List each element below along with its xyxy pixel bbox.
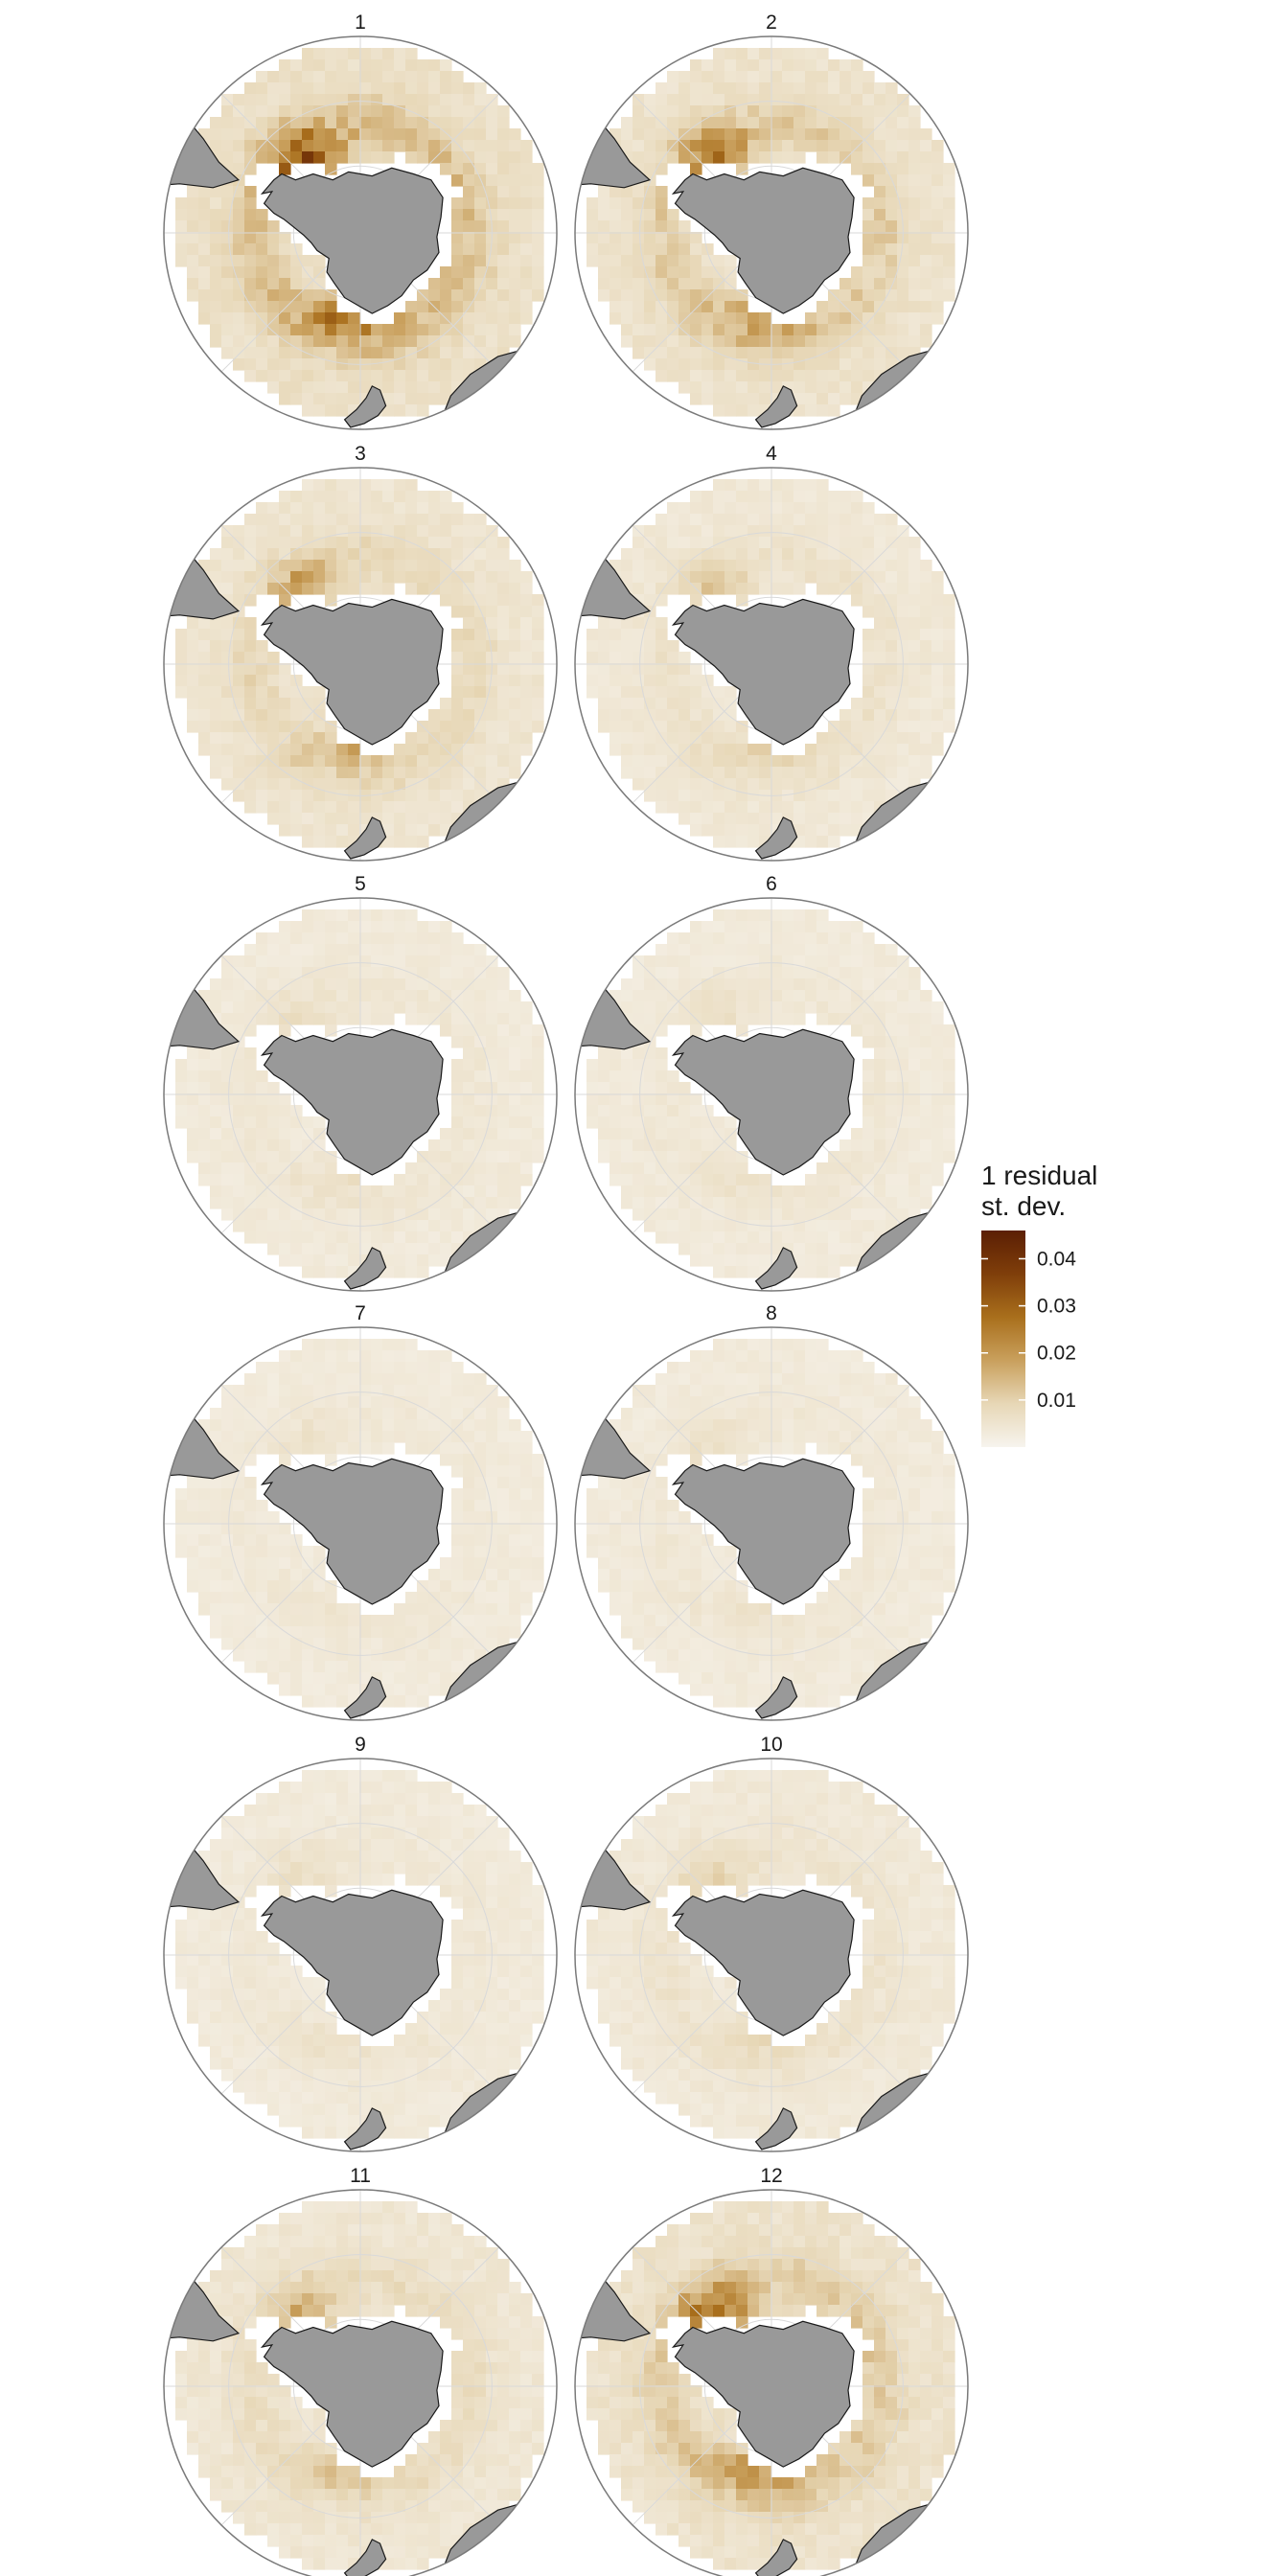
antarctica-landmass bbox=[260, 1889, 444, 2036]
antarctica-landmass bbox=[671, 1458, 855, 1605]
new-zealand-landmass bbox=[754, 1676, 798, 1719]
panel-title: 3 bbox=[355, 443, 366, 465]
map-panel: 5 bbox=[163, 873, 558, 1292]
map-frame bbox=[574, 897, 969, 1292]
map-frame bbox=[163, 897, 558, 1292]
legend-tick-label: 0.03 bbox=[1037, 1296, 1076, 1318]
new-zealand-landmass bbox=[343, 2107, 387, 2150]
map-panel: 3 bbox=[163, 443, 558, 862]
new-zealand-landmass bbox=[754, 2107, 798, 2150]
antarctica-landmass bbox=[260, 167, 444, 314]
map-panel: 11 bbox=[163, 2165, 558, 2576]
residual-cells bbox=[586, 909, 955, 1278]
new-zealand-landmass bbox=[754, 2539, 798, 2576]
africa-landmass bbox=[418, 1327, 499, 1345]
map-frame bbox=[574, 1758, 969, 2152]
antarctica-landmass bbox=[671, 1889, 855, 2036]
residual-cells bbox=[175, 1770, 544, 2139]
antarctica-landmass bbox=[671, 2320, 855, 2468]
panel-title: 7 bbox=[355, 1302, 366, 1324]
map-frame bbox=[163, 1326, 558, 1721]
africa-landmass bbox=[418, 1759, 499, 1776]
map-panel: 6 bbox=[574, 873, 969, 1292]
legend-title-line-2: st. dev. bbox=[981, 1191, 1066, 1221]
map-frame bbox=[163, 1758, 558, 2152]
antarctica-landmass bbox=[671, 598, 855, 746]
africa-landmass bbox=[829, 36, 910, 54]
antarctica-landmass bbox=[260, 1028, 444, 1176]
legend-tick-label: 0.02 bbox=[1037, 1343, 1076, 1365]
panel-title: 4 bbox=[766, 443, 777, 465]
map-panel: 12 bbox=[574, 2165, 969, 2576]
map-frame bbox=[574, 35, 969, 430]
map-panel: 7 bbox=[163, 1302, 558, 1721]
panel-title: 11 bbox=[350, 2165, 371, 2187]
map-frame bbox=[163, 35, 558, 430]
antarctica-landmass bbox=[260, 1458, 444, 1605]
africa-landmass bbox=[418, 2190, 499, 2207]
new-zealand-landmass bbox=[754, 816, 798, 860]
antarctica-landmass bbox=[671, 1028, 855, 1176]
africa-landmass bbox=[829, 2190, 910, 2207]
new-zealand-landmass bbox=[343, 1676, 387, 1719]
panel-title: 6 bbox=[766, 873, 777, 895]
antarctica-landmass bbox=[260, 598, 444, 746]
africa-landmass bbox=[418, 36, 499, 54]
map-frame bbox=[574, 2189, 969, 2576]
new-zealand-landmass bbox=[343, 816, 387, 860]
legend-title-line-1: 1 residual bbox=[981, 1161, 1097, 1190]
map-panel: 2 bbox=[574, 12, 969, 430]
antarctica-landmass bbox=[260, 2320, 444, 2468]
legend-tick-label: 0.01 bbox=[1037, 1390, 1076, 1412]
panel-title: 8 bbox=[766, 1302, 777, 1324]
colorbar-legend: 1 residual st. dev. 0.04 0.03 0.02 0.01 bbox=[981, 1161, 1097, 1447]
residual-cells bbox=[175, 2201, 544, 2570]
panel-title: 1 bbox=[355, 12, 366, 34]
map-frame bbox=[574, 1326, 969, 1721]
map-frame bbox=[163, 467, 558, 862]
residual-cells bbox=[175, 48, 544, 417]
africa-landmass bbox=[829, 1759, 910, 1776]
residual-cells bbox=[175, 479, 544, 848]
africa-landmass bbox=[418, 468, 499, 485]
new-zealand-landmass bbox=[343, 1247, 387, 1290]
panel-title: 12 bbox=[760, 2165, 782, 2187]
map-panel: 8 bbox=[574, 1302, 969, 1721]
map-panel: 4 bbox=[574, 443, 969, 862]
africa-landmass bbox=[829, 898, 910, 915]
africa-landmass bbox=[829, 468, 910, 485]
new-zealand-landmass bbox=[343, 385, 387, 428]
residual-cells bbox=[175, 909, 544, 1278]
africa-landmass bbox=[829, 1327, 910, 1345]
panel-title: 10 bbox=[760, 1734, 782, 1756]
map-panel: 10 bbox=[574, 1734, 969, 2152]
map-frame bbox=[163, 2189, 558, 2576]
colorbar bbox=[981, 1230, 1025, 1447]
legend-tick-label: 0.04 bbox=[1037, 1248, 1076, 1270]
new-zealand-landmass bbox=[754, 1247, 798, 1290]
map-panel: 1 bbox=[163, 12, 558, 430]
panel-title: 5 bbox=[355, 873, 366, 895]
antarctica-landmass bbox=[671, 167, 855, 314]
map-frame bbox=[574, 467, 969, 862]
map-panel: 9 bbox=[163, 1734, 558, 2152]
new-zealand-landmass bbox=[343, 2539, 387, 2576]
africa-landmass bbox=[418, 898, 499, 915]
residual-cells bbox=[586, 1770, 955, 2139]
new-zealand-landmass bbox=[754, 385, 798, 428]
panel-title: 9 bbox=[355, 1734, 366, 1756]
panel-title: 2 bbox=[766, 12, 777, 34]
